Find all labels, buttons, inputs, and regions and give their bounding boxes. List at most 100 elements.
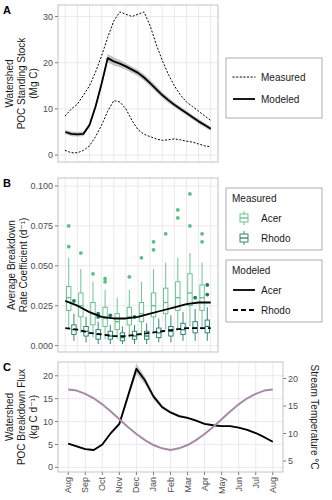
grid-line (125, 178, 126, 352)
tick (55, 155, 58, 156)
tick (55, 16, 58, 17)
tick-label: 0.025 (30, 301, 53, 311)
box-body (115, 314, 119, 330)
tick (55, 265, 58, 266)
box-body (67, 287, 71, 311)
tick (102, 472, 103, 475)
grid-line (198, 178, 199, 352)
legend-label: Rhodo (261, 305, 291, 316)
legend-label: Modeled (261, 94, 299, 105)
tick (204, 472, 205, 475)
box-outlier (72, 299, 76, 303)
confidence-band (65, 54, 210, 137)
tick (55, 421, 58, 422)
panel-label: A (3, 4, 11, 16)
box-outlier (67, 245, 71, 249)
tick-label: Jun (234, 477, 244, 492)
tick-label: 20 (43, 58, 53, 68)
series-line (65, 58, 210, 134)
grid-line (89, 178, 90, 352)
axis-title: Rate Coefficient (d⁻¹) (18, 218, 29, 313)
tick (119, 472, 120, 475)
tick-label: Oct (97, 477, 107, 492)
box-outlier (103, 280, 107, 284)
tick-label: 10 (288, 429, 298, 439)
grid-line (101, 178, 102, 352)
tick-label: Jul (251, 477, 261, 489)
tick-label: 5 (288, 456, 293, 466)
box-outlier (91, 272, 95, 276)
tick (187, 472, 188, 475)
legend-key (233, 76, 255, 77)
tick-label: 20 (288, 374, 298, 384)
tick-label: 0.050 (30, 261, 53, 271)
grid-line (77, 5, 78, 162)
grid-line (210, 178, 211, 352)
grid-line (272, 362, 273, 472)
box-outlier (108, 313, 112, 317)
box-outlier (200, 240, 204, 244)
tick (221, 472, 222, 475)
legend-title: Measured (232, 193, 276, 204)
tick (55, 375, 58, 376)
axis-title: POC Breakdown Flux (16, 369, 27, 465)
tick-label: 0.100 (30, 181, 53, 191)
box-outlier (188, 224, 192, 228)
legend-label: Measured (261, 72, 305, 83)
box-median (115, 321, 119, 322)
box-body (139, 303, 143, 322)
grid-line (125, 5, 126, 162)
series-line (68, 390, 273, 451)
grid-line (138, 178, 139, 352)
grid-line (65, 178, 66, 352)
tick-label: Nov (114, 477, 124, 494)
box-outlier (67, 224, 71, 228)
panel-background (58, 362, 283, 472)
grid-line (89, 5, 90, 162)
box-outlier (79, 251, 83, 255)
axis-title: Average Breakdown (6, 220, 17, 310)
tick-label: 0 (48, 462, 53, 472)
panel-border (58, 178, 218, 352)
tick-label: Jan (148, 477, 158, 492)
tick-label: Sep (80, 477, 90, 493)
box-outlier (205, 283, 209, 287)
panel-border (58, 362, 283, 472)
legend-key (233, 289, 255, 291)
tick-label: 10 (43, 417, 53, 427)
box-body (200, 285, 204, 311)
axis-title: (Mg C) (28, 68, 39, 99)
grid-line (162, 178, 163, 352)
grid-line (204, 362, 205, 472)
tick (283, 406, 286, 407)
box-outlier (188, 192, 192, 196)
box-body (188, 274, 192, 306)
grid-line (238, 362, 239, 472)
grid-line (186, 178, 187, 352)
tick (55, 62, 58, 63)
legend-label: Acer (261, 285, 282, 296)
box-median (139, 313, 143, 314)
axis-title: POC Standing Stock (16, 37, 27, 130)
tick-label: May (217, 477, 227, 495)
grid-line (198, 5, 199, 162)
legend-key (233, 98, 255, 100)
confidence-band (68, 364, 273, 451)
tick-label: 0 (48, 150, 53, 160)
tick-label: 30 (43, 12, 53, 22)
grid-line (113, 5, 114, 162)
tick (55, 398, 58, 399)
box-outlier (205, 293, 209, 297)
panel-background (58, 5, 218, 162)
tick (272, 472, 273, 475)
tick (153, 472, 154, 475)
series-line (65, 101, 210, 153)
grid-line (210, 5, 211, 162)
plot-area (65, 192, 210, 344)
panel-background (58, 178, 218, 352)
box-outlier (140, 256, 144, 260)
panel-label: B (3, 177, 11, 189)
plot-area (68, 364, 273, 451)
tick (55, 225, 58, 226)
tick (55, 444, 58, 445)
